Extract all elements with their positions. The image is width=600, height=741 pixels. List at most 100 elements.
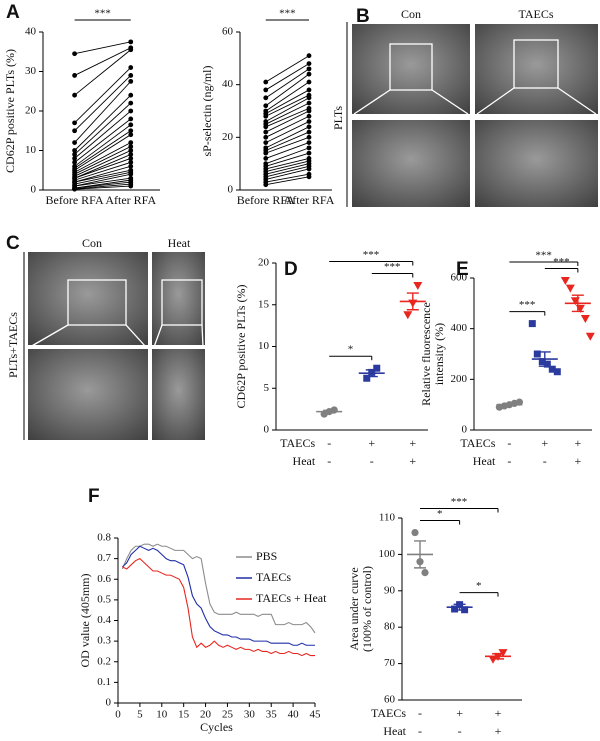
significance-label: *** (384, 261, 401, 273)
y-tick-label: 0 (228, 184, 234, 196)
y-tick-label: 70 (384, 657, 396, 669)
data-point (263, 79, 269, 85)
data-point (128, 122, 134, 128)
data-point (128, 152, 134, 157)
pair-line (74, 130, 132, 169)
pair-line (265, 115, 310, 138)
significance-label: *** (535, 250, 552, 262)
pair-line (74, 169, 131, 183)
y-axis-label: sP-selectin (ng/ml) (200, 66, 214, 157)
x-tick-label: After RFA (284, 193, 335, 207)
data-point (306, 95, 312, 101)
pair-line (74, 118, 132, 163)
pair-line (74, 157, 131, 179)
pair-line (74, 102, 132, 155)
condition-label: + (368, 436, 375, 450)
condition-name: TAECs (371, 706, 406, 720)
data-point (306, 61, 312, 66)
data-point (128, 132, 134, 138)
pair-line (74, 41, 131, 55)
pair-line (74, 183, 131, 190)
pair-line (265, 110, 310, 133)
data-point (533, 350, 541, 358)
condition-label: - (370, 454, 374, 468)
data-point (128, 39, 134, 45)
condition-label: - (543, 454, 547, 468)
data-point (306, 119, 312, 124)
y-tick-label: 600 (451, 272, 468, 284)
data-line (122, 557, 315, 657)
zoom-box (513, 39, 559, 89)
y-tick-label: 40 (222, 78, 234, 90)
x-tick-label: 25 (222, 709, 234, 721)
y-tick-label: 0 (31, 184, 37, 196)
data-point (128, 163, 134, 169)
pair-line (74, 161, 131, 181)
significance-label: *** (451, 496, 468, 508)
data-point (585, 332, 595, 341)
significance-label: * (437, 508, 443, 520)
x-tick-label: 0 (115, 709, 121, 721)
pair-line (265, 165, 310, 178)
y-tick-label: 0.4 (97, 614, 111, 626)
pair-line (74, 154, 131, 179)
y-tick-label: 80 (384, 621, 396, 633)
x-tick-label: 45 (310, 709, 322, 721)
pair-line (74, 94, 132, 151)
data-point (72, 51, 77, 57)
pair-line (265, 136, 310, 154)
y-tick-label: 110 (379, 512, 396, 524)
data-point (306, 140, 312, 146)
y-tick-label: 0.1 (97, 676, 111, 688)
error-bar (571, 294, 584, 313)
zoom-box (67, 279, 127, 326)
condition-label: - (327, 436, 331, 450)
error-bar (538, 351, 551, 367)
y-tick-label: 20 (25, 105, 37, 117)
data-point (306, 108, 312, 114)
data-point (72, 120, 77, 126)
data-point (306, 129, 312, 135)
data-point (263, 150, 269, 156)
data-point (128, 78, 134, 84)
y-tick-label: 0.6 (97, 573, 111, 585)
y-axis-label: Relative fluorescence (419, 302, 433, 406)
data-point (128, 144, 134, 149)
data-point (72, 128, 77, 134)
x-tick-label: 30 (244, 709, 256, 721)
data-point (306, 174, 312, 180)
data-point (553, 368, 561, 376)
x-tick-label: After RFA (105, 193, 156, 207)
pair-line (265, 73, 310, 107)
y-tick-label: 20 (258, 257, 270, 269)
y-tick-label: 90 (384, 584, 396, 596)
condition-name: TAECs (460, 436, 495, 450)
y-tick-label: 40 (25, 26, 37, 38)
condition-label: + (456, 706, 463, 720)
pair-line (74, 134, 131, 171)
y-tick-label: 10 (258, 340, 270, 352)
pair-line (265, 142, 310, 159)
x-tick-label: Before RFA (237, 193, 295, 207)
pair-line (265, 126, 310, 149)
significance-label: *** (279, 8, 296, 20)
condition-label: + (495, 706, 502, 720)
pair-line (265, 163, 310, 175)
y-axis-label: Area under curve (347, 567, 361, 650)
data-point (128, 100, 134, 106)
x-tick-label: Before RFA (46, 193, 104, 207)
x-tick-label: 5 (137, 709, 143, 721)
pair-line (265, 147, 310, 165)
pair-line (265, 160, 310, 173)
error-bar (453, 603, 466, 611)
micrograph (475, 120, 598, 207)
pair-line (74, 142, 131, 173)
data-point (565, 284, 575, 293)
column-label: Heat (168, 236, 191, 250)
pair-line (265, 68, 310, 99)
pair-line (74, 181, 131, 189)
legend-label: TAECs (256, 570, 291, 584)
y-tick-label: 60 (222, 26, 234, 38)
data-point (538, 358, 546, 366)
